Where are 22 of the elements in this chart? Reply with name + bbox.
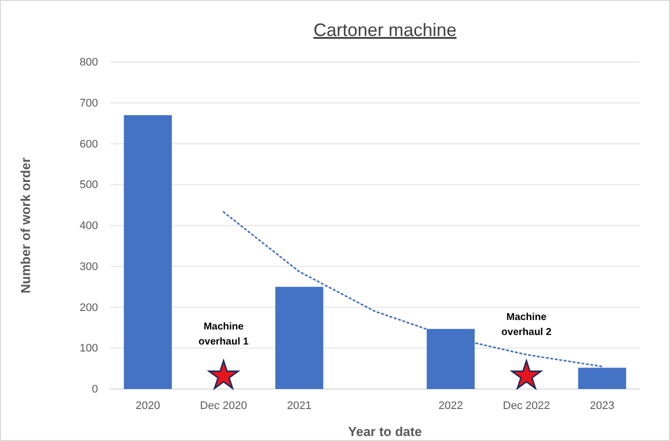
y-tick-label: 100 [80,342,98,355]
annotation: Machine overhaul 1 [198,322,250,348]
x-tick-label: 2022 [438,400,463,412]
y-tick-label: 300 [80,260,98,273]
y-tick-label: 500 [80,179,98,192]
y-tick-label: 200 [80,302,98,314]
x-tick-label: Dec 2022 [502,400,550,412]
y-tick-label: 800 [80,56,98,69]
bar [275,286,324,389]
chart-title: Cartoner machine [313,20,457,40]
y-axis-title: Number of work order [18,158,33,294]
bar [124,115,172,389]
y-tick-label: 600 [80,138,98,150]
y-tick-label: 700 [80,97,98,110]
x-axis-title: Year to date [348,424,422,439]
annotation: Machine overhaul 2 [501,312,552,338]
x-tick-label: 2021 [287,400,312,412]
y-tick-label: 0 [92,384,98,396]
x-tick-label: Dec 2020 [200,400,248,412]
y-tick-label: 400 [80,220,98,232]
x-tick-label: 2023 [590,400,614,412]
x-tick-label: 2020 [136,400,160,412]
